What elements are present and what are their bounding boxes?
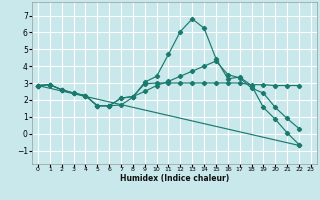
X-axis label: Humidex (Indice chaleur): Humidex (Indice chaleur) (120, 174, 229, 183)
